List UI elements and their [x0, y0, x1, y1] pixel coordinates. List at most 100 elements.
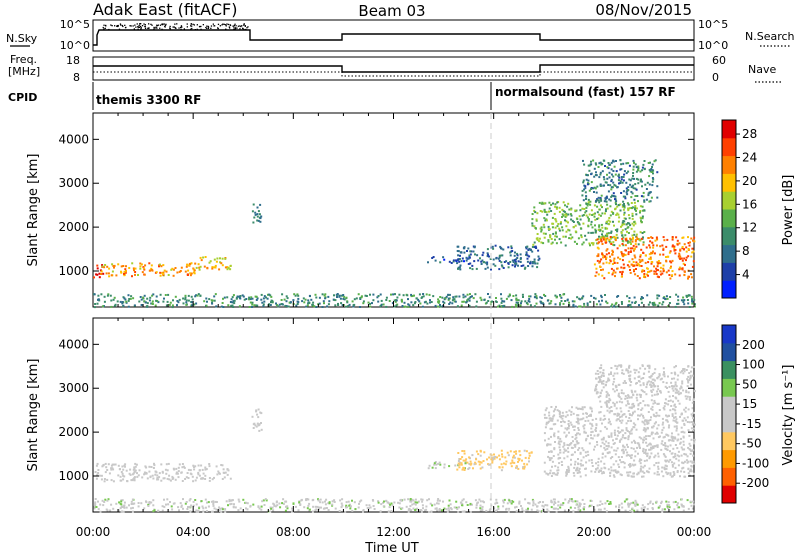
heatmap-cell	[603, 446, 606, 449]
heatmap-cell	[554, 205, 557, 208]
heatmap-cell	[132, 478, 135, 481]
heatmap-cell	[558, 446, 561, 449]
heatmap-cell	[239, 507, 242, 510]
heatmap-cell	[468, 466, 471, 469]
heatmap-cell	[672, 408, 674, 411]
heatmap-cell	[679, 248, 682, 251]
heatmap-cell	[599, 185, 602, 187]
heatmap-cell	[647, 303, 650, 306]
heatmap-cell	[474, 499, 477, 502]
heatmap-cell	[543, 202, 546, 205]
heatmap-cell	[673, 425, 676, 428]
heatmap-cell	[667, 400, 670, 402]
heatmap-cell	[621, 181, 624, 184]
heatmap-cell	[602, 471, 605, 474]
heatmap-cell	[640, 248, 643, 251]
heatmap-cell	[153, 464, 156, 467]
heatmap-cell	[642, 400, 645, 403]
heatmap-cell	[673, 408, 676, 411]
heatmap-cell	[631, 391, 634, 394]
heatmap-cell	[524, 300, 527, 303]
heatmap-cell	[581, 194, 584, 197]
heatmap-cell	[142, 296, 145, 299]
heatmap-cell	[599, 161, 602, 164]
heatmap-cell	[602, 418, 605, 421]
heatmap-cell	[543, 470, 546, 473]
heatmap-cell	[187, 468, 190, 471]
heatmap-cell	[661, 417, 664, 420]
heatmap-cell	[590, 220, 593, 223]
heatmap-cell	[688, 421, 691, 424]
heatmap-cell	[364, 294, 367, 297]
heatmap-cell	[616, 365, 619, 368]
heatmap-cell	[611, 273, 614, 276]
heatmap-cell	[586, 216, 589, 219]
heatmap-cell	[605, 261, 608, 264]
heatmap-cell	[578, 433, 581, 436]
heatmap-cell	[442, 300, 445, 303]
heatmap-cell	[626, 264, 629, 267]
heatmap-cell	[619, 182, 622, 184]
nsearch-dot	[172, 26, 174, 28]
heatmap-cell	[665, 419, 668, 422]
heatmap-cell	[323, 294, 326, 297]
colorbar-swatch	[722, 226, 736, 246]
heatmap-cell	[607, 271, 610, 274]
heatmap-cell	[626, 369, 629, 372]
heatmap-cell	[495, 297, 497, 299]
heatmap-cell	[582, 464, 584, 467]
heatmap-cell	[673, 462, 676, 465]
heatmap-cell	[554, 231, 557, 234]
heatmap-cell	[582, 181, 585, 184]
heatmap-cell	[654, 159, 657, 162]
heatmap-cell	[597, 166, 600, 168]
heatmap-cell	[633, 201, 636, 204]
heatmap-cell	[606, 409, 609, 412]
heatmap-cell	[685, 295, 688, 298]
heatmap-cell	[101, 499, 104, 502]
heatmap-cell	[647, 427, 649, 430]
heatmap-cell	[563, 421, 566, 424]
heatmap-cell	[576, 500, 579, 503]
heatmap-cell	[672, 439, 675, 442]
heatmap-cell	[530, 508, 533, 511]
nsearch-dot	[140, 23, 142, 25]
heatmap-cell	[682, 440, 685, 443]
heatmap-cell	[184, 478, 187, 480]
heatmap-cell	[688, 442, 691, 445]
nsearch-dot	[190, 23, 192, 25]
heatmap-cell	[202, 256, 205, 259]
heatmap-cell	[679, 475, 681, 478]
heatmap-cell	[200, 500, 203, 503]
heatmap-cell	[532, 499, 535, 502]
heatmap-cell	[669, 444, 672, 447]
heatmap-cell	[263, 295, 266, 298]
heatmap-cell	[515, 465, 518, 468]
heatmap-cell	[665, 381, 668, 384]
nsearch-dot	[141, 25, 144, 27]
heatmap-cell	[621, 273, 623, 276]
heatmap-cell	[338, 510, 341, 512]
heatmap-cell	[631, 301, 634, 304]
heatmap-cell	[601, 243, 604, 245]
heatmap-cell	[564, 215, 567, 218]
heatmap-cell	[621, 243, 624, 245]
heatmap-cell	[641, 297, 644, 299]
heatmap-cell	[382, 505, 385, 508]
heatmap-cell	[626, 451, 629, 454]
heatmap-cell	[673, 456, 675, 459]
heatmap-cell	[429, 502, 432, 505]
heatmap-cell	[629, 384, 632, 387]
heatmap-cell	[96, 302, 99, 305]
heatmap-cell	[547, 443, 550, 446]
nsearch-dot	[234, 28, 236, 30]
heatmap-cell	[574, 443, 577, 446]
heatmap-cell	[680, 299, 683, 302]
heatmap-cell	[421, 500, 424, 503]
nsearch-dot	[153, 26, 155, 29]
heatmap-cell	[322, 300, 325, 303]
heatmap-cell	[598, 176, 601, 179]
heatmap-cell	[609, 255, 611, 258]
heatmap-cell	[634, 256, 637, 259]
